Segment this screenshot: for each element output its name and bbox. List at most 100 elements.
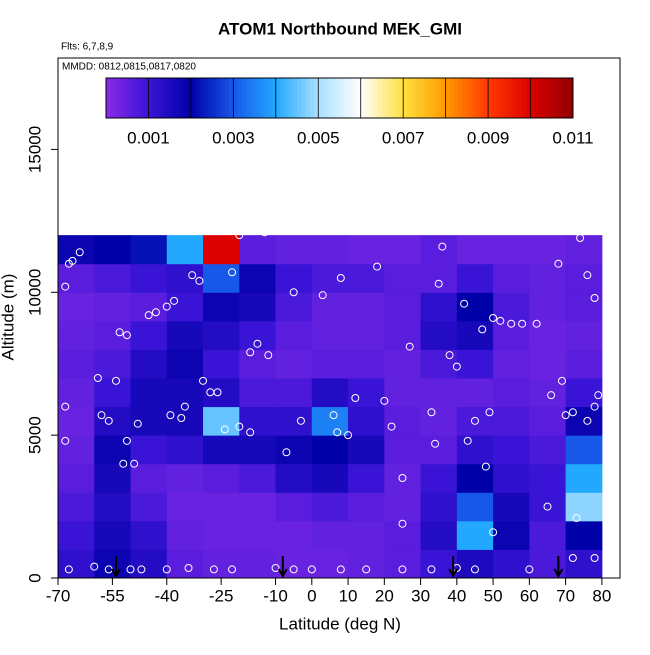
colorbar-segment	[156, 78, 162, 118]
heat-cell	[239, 406, 277, 436]
colorbar-segment	[543, 78, 549, 118]
colorbar-segment	[424, 78, 430, 118]
colorbar-segment	[517, 78, 523, 118]
sample-point	[590, 294, 599, 302]
colorbar-segment	[352, 78, 357, 118]
sample-point	[438, 242, 447, 251]
heat-cell	[130, 378, 168, 408]
sample-point	[525, 565, 534, 574]
heat-cell	[94, 292, 132, 322]
heat-cell	[311, 520, 349, 550]
sample-point	[373, 262, 382, 271]
heat-cell	[565, 349, 603, 379]
heat-cell	[239, 463, 277, 493]
heat-cell	[493, 235, 530, 265]
colorbar-segment	[331, 78, 336, 118]
sample-point	[68, 256, 77, 265]
sample-point	[235, 231, 244, 240]
x-tick-label: -40	[154, 586, 179, 605]
heat-cell	[275, 463, 313, 493]
x-tick-label: 50	[484, 586, 503, 605]
sample-point	[115, 328, 124, 337]
heat-cell	[58, 320, 95, 350]
sample-point	[271, 564, 280, 572]
colorbar-segment	[305, 78, 311, 118]
heat-cell	[130, 463, 168, 493]
heat-cell	[130, 263, 168, 293]
colorbar-segment	[254, 78, 260, 118]
heat-cell	[456, 235, 494, 265]
sample-point	[282, 448, 291, 457]
sample-point	[336, 565, 345, 574]
sample-point	[460, 299, 469, 308]
colorbar-segment	[364, 78, 370, 118]
heat-cell	[311, 463, 349, 493]
colorbar-segment	[297, 78, 302, 118]
colorbar-segment	[110, 78, 115, 118]
colorbar-segment	[203, 78, 209, 118]
heat-cell	[166, 520, 204, 550]
colorbar-segment	[471, 78, 476, 118]
heat-cell	[166, 492, 204, 522]
x-tick-label: 70	[556, 586, 575, 605]
heat-cell	[348, 463, 385, 493]
sample-point	[496, 316, 505, 325]
colorbar-segment	[250, 78, 256, 118]
heat-cell	[348, 435, 385, 465]
sample-point	[126, 565, 135, 574]
colorbar-segment	[106, 78, 111, 118]
heat-cell	[420, 263, 458, 293]
heat-cell	[456, 435, 494, 465]
heat-cell	[239, 235, 277, 265]
colorbar-segment	[445, 78, 451, 118]
colorbar-segment	[428, 78, 434, 118]
heat-cell	[311, 435, 349, 465]
colorbar-segment	[207, 78, 213, 118]
colorbar-segment	[182, 78, 188, 118]
x-tick-label: -25	[209, 586, 234, 605]
heat-cell	[420, 492, 458, 522]
colorbar-segment	[360, 78, 366, 118]
colorbar-segment	[246, 78, 251, 118]
colorbar-segment	[127, 78, 132, 118]
sample-point	[137, 565, 146, 574]
colorbar-segment	[326, 78, 332, 118]
sample-point	[583, 416, 592, 425]
colorbar-segment	[284, 78, 290, 118]
sample-point	[97, 411, 106, 420]
heat-cell	[529, 235, 567, 265]
colorbar-segment	[216, 78, 222, 118]
x-tick-label: -10	[263, 586, 288, 605]
heat-cell	[529, 549, 567, 579]
sample-point	[170, 296, 179, 305]
heat-cell	[275, 435, 313, 465]
heat-cell	[130, 292, 168, 322]
heat-cell	[420, 406, 458, 436]
heat-cell	[384, 292, 422, 322]
colorbar-segment	[539, 78, 544, 118]
heat-cell	[203, 349, 240, 379]
colorbar-segment	[492, 78, 498, 118]
heat-cell	[493, 435, 530, 465]
colorbar-segment	[237, 78, 243, 118]
heat-cell	[275, 349, 313, 379]
colorbar-segment	[407, 78, 413, 118]
heat-cell	[239, 520, 277, 550]
sample-point	[246, 428, 255, 437]
sample-point	[289, 288, 298, 297]
heat-cell	[348, 492, 385, 522]
heat-cell	[565, 378, 603, 408]
x-tick-label: 20	[375, 586, 394, 605]
sample-point	[489, 528, 498, 537]
heat-cell	[420, 349, 458, 379]
colorbar-segment	[386, 78, 391, 118]
colorbar-tick-label: 0.011	[552, 128, 593, 147]
sample-point	[209, 565, 218, 574]
colorbar-segment	[144, 78, 149, 118]
colorbar-segment	[263, 78, 268, 118]
colorbar-segment	[343, 78, 349, 118]
colorbar-segment	[161, 78, 166, 118]
sample-point	[481, 462, 490, 471]
colorbar-segment	[534, 78, 540, 118]
